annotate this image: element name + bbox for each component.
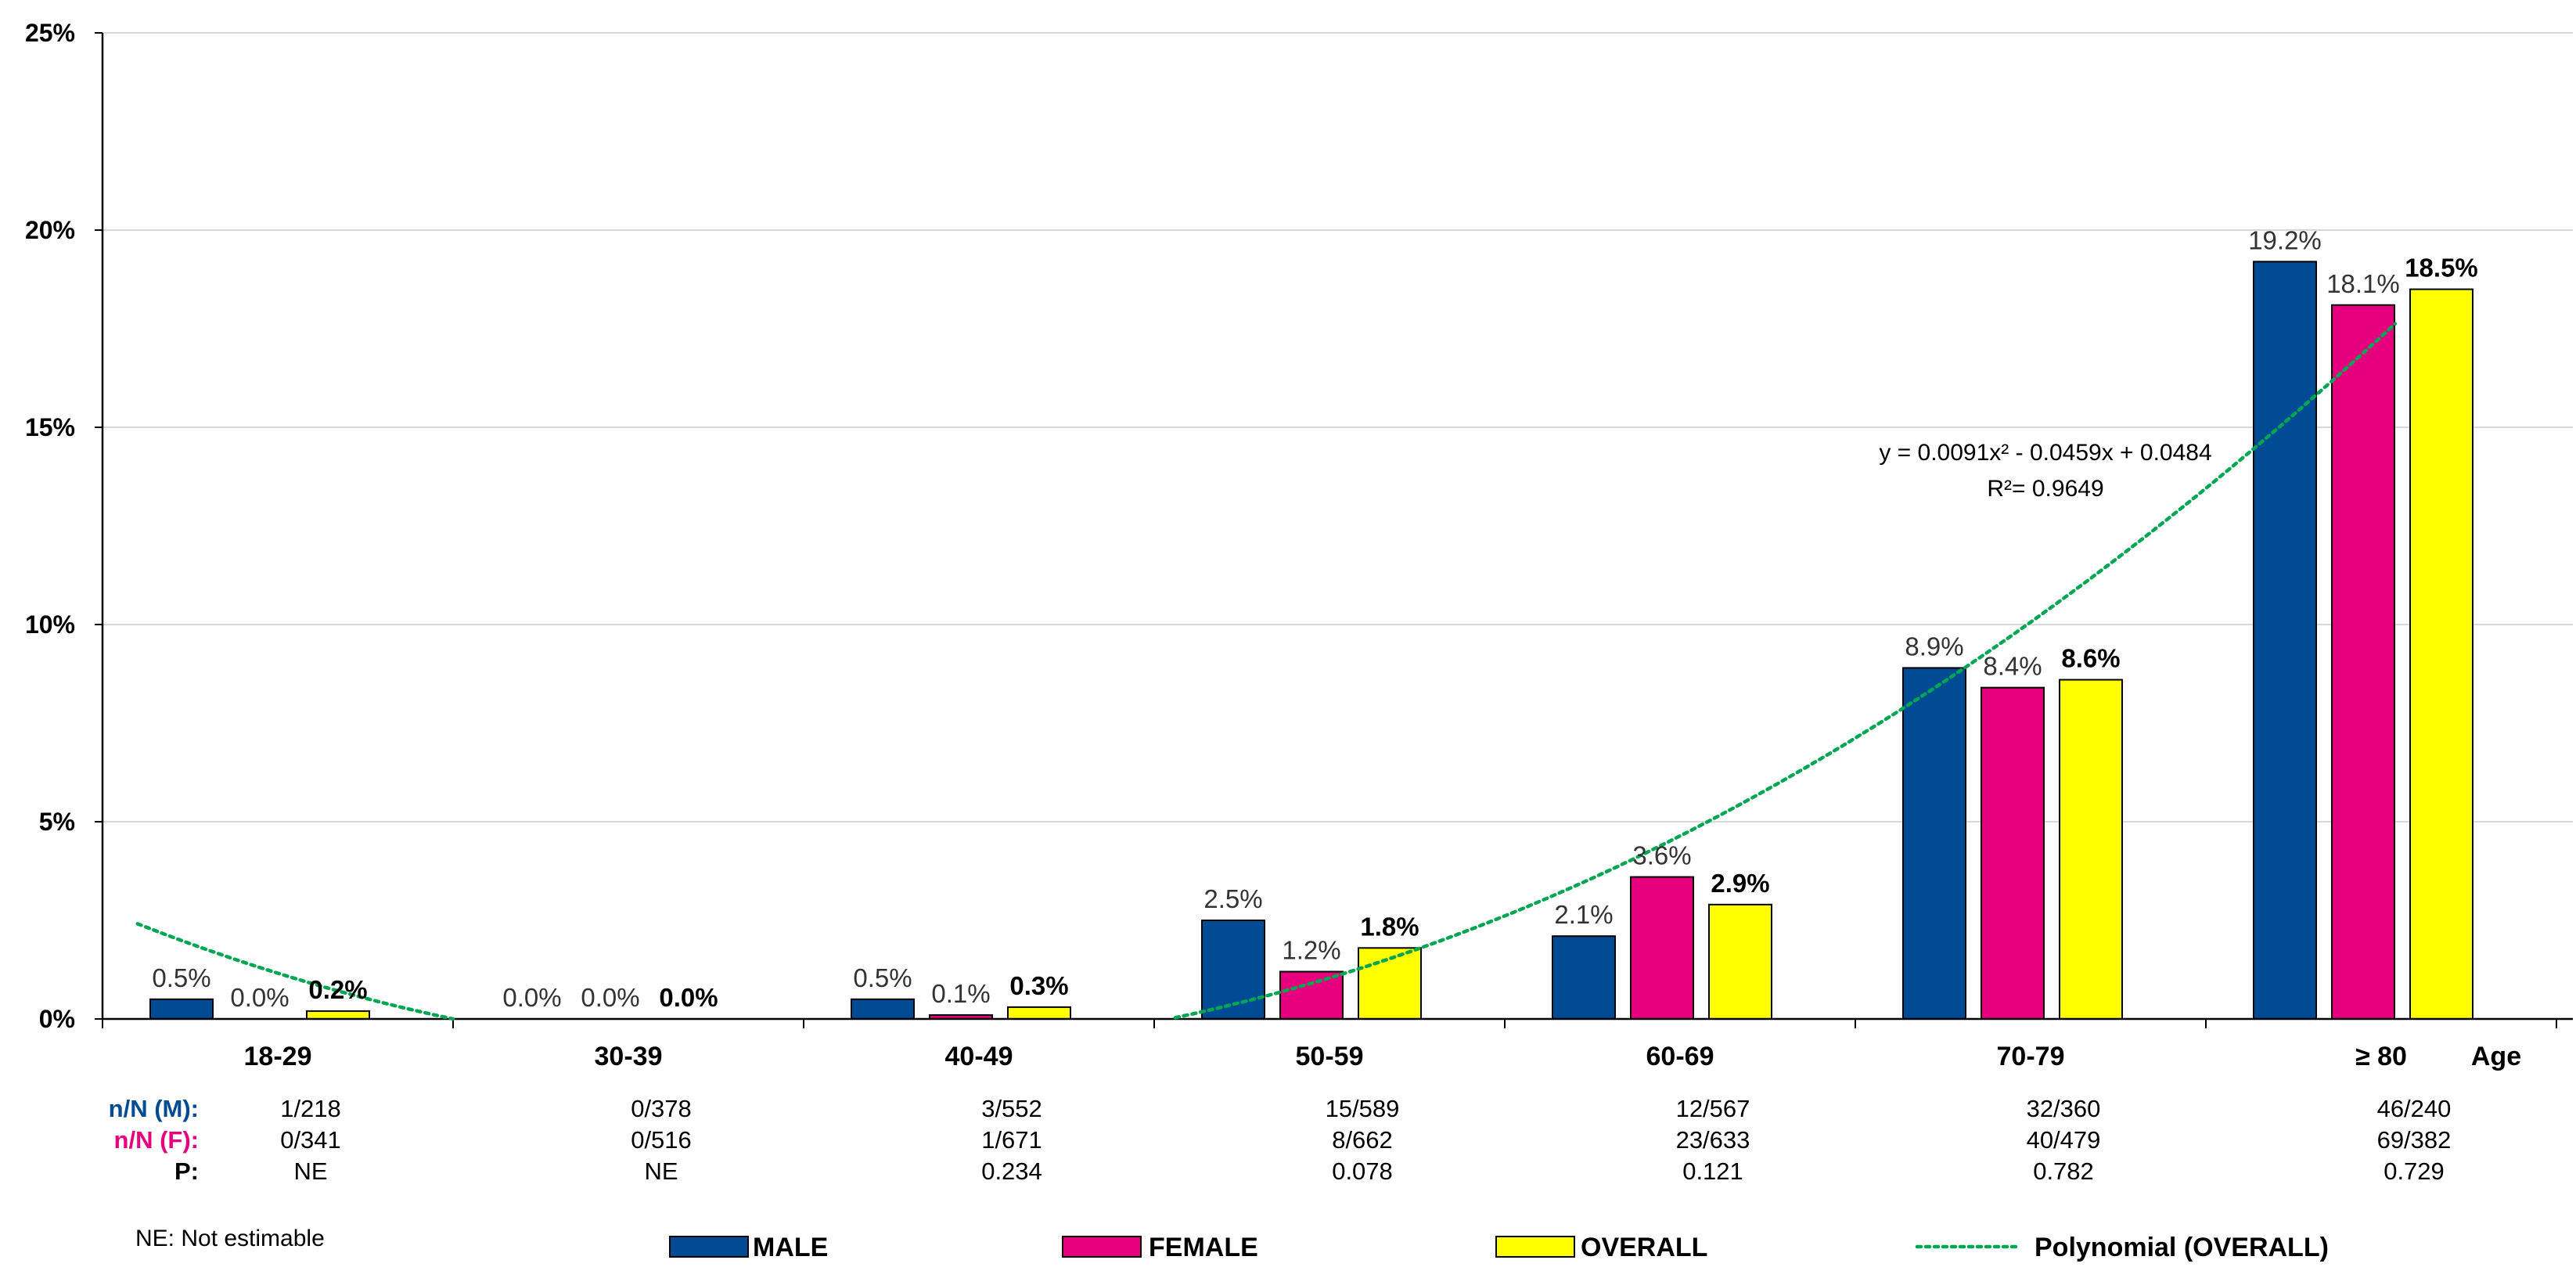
- legend-label: OVERALL: [1581, 1233, 1707, 1262]
- bar-male: [1201, 920, 1265, 1020]
- y-tick-label: 20%: [25, 216, 75, 244]
- category-label: 30-39: [595, 1042, 663, 1071]
- trendline-r-squared: R²= 0.9649: [1987, 476, 2103, 502]
- trendline: [135, 322, 2398, 1021]
- data-label-overall: 0.0%: [659, 983, 718, 1012]
- data-label-overall: 18.5%: [2405, 254, 2478, 283]
- data-label-female: 3.6%: [1632, 841, 1691, 870]
- data-label-female: 0.0%: [581, 983, 639, 1012]
- table-cell: 1/671: [981, 1126, 1042, 1154]
- data-label-overall: 2.9%: [1711, 869, 1769, 898]
- table-cell: 69/382: [2377, 1126, 2452, 1154]
- legend-label: MALE: [753, 1233, 828, 1262]
- table-row-label: P:: [174, 1157, 199, 1185]
- category-labels: 18-29 30-39 40-49 50-59 60-69 70-79 ≥ 80: [244, 1042, 2407, 1071]
- y-axis-ticks: 0% 5% 10% 15% 20% 25%: [25, 19, 103, 1033]
- y-tick-label: 10%: [25, 610, 75, 639]
- table-cell: 8/662: [1332, 1126, 1393, 1154]
- legend-label: Polynomial (OVERALL): [2035, 1233, 2329, 1262]
- category-label: 50-59: [1296, 1042, 1364, 1071]
- category-label: 18-29: [244, 1042, 312, 1071]
- legend: MALE FEMALE OVERALL Polynomial (OVERALL): [669, 1233, 2329, 1262]
- table-cell: 0.121: [1682, 1157, 1743, 1185]
- data-label-female: 1.2%: [1282, 936, 1340, 965]
- y-tick-label: 5%: [39, 808, 75, 836]
- bar-male: [149, 998, 214, 1021]
- bar-female: [1630, 876, 1694, 1021]
- category-label: 70-79: [1997, 1042, 2065, 1071]
- data-label-overall: 1.8%: [1360, 912, 1419, 941]
- category-label: 40-49: [945, 1042, 1013, 1071]
- table-cell: 23/633: [1676, 1126, 1750, 1154]
- data-label-male: 19.2%: [2248, 225, 2322, 254]
- table-cell: 0/378: [631, 1095, 692, 1122]
- count-table: n/N (M): 1/218 0/378 3/552 15/589 12/567 32/36…: [109, 1095, 2452, 1185]
- table-cell: 12/567: [1676, 1095, 1750, 1122]
- axes: [101, 33, 2573, 1028]
- y-tick-label: 0%: [39, 1005, 75, 1033]
- trendline-equation: y = 0.0091x² - 0.0459x + 0.0484: [1879, 440, 2211, 466]
- table-cell: 0.078: [1332, 1157, 1393, 1185]
- data-label-male: 8.9%: [1905, 632, 1963, 661]
- data-label-male: 0.5%: [152, 963, 210, 992]
- bar-overall: [306, 1010, 370, 1021]
- table-cell: 1/218: [280, 1095, 341, 1122]
- data-label-male: 0.5%: [853, 963, 912, 992]
- table-cell: NE: [293, 1157, 327, 1185]
- bar-overall: [2059, 679, 2123, 1020]
- table-cell: 46/240: [2377, 1095, 2452, 1122]
- y-tick-label: 25%: [25, 19, 75, 47]
- data-labels: 0.5% 0.0% 0.2% 0.0% 0.0% 0.0% 0.5% 0.1% 0.3% 2.5%…: [152, 225, 2477, 1012]
- data-label-female: 0.1%: [931, 979, 990, 1008]
- table-cell: 0.782: [2033, 1157, 2094, 1185]
- table-cell: NE: [644, 1157, 678, 1185]
- table-cell: 32/360: [2027, 1095, 2101, 1122]
- bar-female: [1279, 970, 1344, 1021]
- data-label-male: 2.5%: [1203, 884, 1262, 913]
- table-cell: 40/479: [2027, 1126, 2101, 1154]
- category-label: 60-69: [1646, 1042, 1714, 1071]
- bar-female: [2331, 304, 2395, 1020]
- x-axis-label: Age: [2471, 1042, 2521, 1071]
- data-label-female: 8.4%: [1983, 652, 2042, 681]
- table-cell: 0/516: [631, 1126, 692, 1154]
- bar-overall: [1007, 1006, 1071, 1021]
- bar-male: [2253, 261, 2317, 1020]
- bar-male: [1552, 935, 1616, 1021]
- table-cell: 0/341: [280, 1126, 341, 1154]
- bar-overall: [1358, 947, 1422, 1021]
- gridlines: [103, 32, 2573, 823]
- table-cell: 0.234: [981, 1157, 1042, 1185]
- data-label-male: 0.0%: [502, 983, 561, 1012]
- table-cell: 15/589: [1326, 1095, 1400, 1122]
- bars: [149, 261, 2473, 1021]
- table-row-label: n/N (F):: [114, 1126, 199, 1154]
- legend-swatch: [1062, 1236, 1142, 1258]
- bar-overall: [2409, 288, 2473, 1021]
- legend-swatch: [1495, 1236, 1575, 1258]
- legend-label: FEMALE: [1149, 1233, 1258, 1262]
- bar-male: [851, 998, 915, 1021]
- data-label-male: 2.1%: [1554, 900, 1613, 929]
- table-cell: 3/552: [981, 1095, 1042, 1122]
- y-tick-label: 15%: [25, 413, 75, 441]
- category-label: ≥ 80: [2355, 1042, 2407, 1071]
- ne-note: NE: Not estimable: [135, 1226, 325, 1251]
- data-label-female: 18.1%: [2326, 269, 2400, 298]
- data-label-female: 0.0%: [230, 983, 289, 1012]
- polynomial-trendline: [135, 322, 2398, 1021]
- data-label-overall: 0.3%: [1009, 971, 1068, 1000]
- table-cell: 0.729: [2384, 1157, 2445, 1185]
- data-label-overall: 0.2%: [308, 975, 367, 1004]
- bar-overall: [1708, 903, 1772, 1020]
- bar-female: [1981, 686, 2045, 1020]
- legend-swatch: [669, 1236, 749, 1258]
- bar-male: [1902, 667, 1966, 1020]
- table-row-label: n/N (M):: [109, 1095, 199, 1122]
- data-label-overall: 8.6%: [2061, 644, 2120, 673]
